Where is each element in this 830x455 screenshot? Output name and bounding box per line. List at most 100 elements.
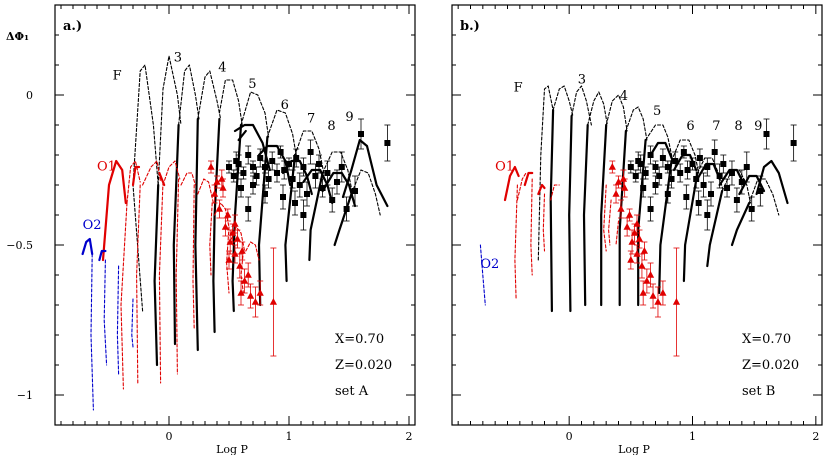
- model-curve-o2: [90, 253, 94, 411]
- mode-label-o1: O1: [495, 160, 514, 175]
- model-curve-f: [350, 169, 381, 216]
- data-point-triangle: [646, 271, 655, 278]
- x-tick-label: 1: [286, 430, 293, 443]
- model-curve-f: [341, 138, 389, 208]
- data-point-square: [632, 173, 639, 179]
- model-curve-o1: [197, 178, 214, 204]
- model-curve-o2: [81, 237, 94, 256]
- model-curve-o2: [103, 259, 108, 366]
- mode-label-o1: O1: [97, 160, 116, 175]
- data-point-square: [711, 149, 718, 155]
- y-tick-label: 0: [26, 89, 33, 102]
- data-point-square: [684, 167, 691, 173]
- model-curve-o1: [615, 220, 620, 246]
- model-curve-o1: [192, 184, 195, 330]
- data-point-square: [677, 170, 684, 176]
- data-point-square: [757, 188, 764, 194]
- data-point-square: [683, 194, 690, 200]
- model-curve-f: [625, 106, 648, 141]
- model-curve-f: [240, 91, 270, 138]
- panel-2: 0 1 2 Log P b.) X=0.70 Z=0.020 set B F O1 O2 3 4 5 6 7 8…: [451, 4, 823, 455]
- model-curve-o1: [603, 184, 607, 252]
- data-point-square: [338, 164, 345, 170]
- model-curve-f: [605, 94, 628, 132]
- data-point-square: [292, 200, 298, 206]
- model-curve-o1: [131, 165, 141, 187]
- plot-area: [81, 55, 391, 411]
- model-curve-f: [153, 183, 160, 367]
- panel-label: b.): [460, 19, 480, 34]
- data-point-square: [343, 206, 350, 212]
- x-tick-label: 0: [166, 430, 173, 443]
- data-point-square: [300, 164, 307, 170]
- model-curve-o1: [120, 202, 128, 390]
- model-curve-o1: [537, 183, 546, 196]
- data-point-triangle: [635, 235, 644, 242]
- data-point-square: [245, 152, 252, 158]
- info-line: set B: [742, 384, 775, 399]
- data-point-square: [281, 167, 288, 173]
- data-point-square: [334, 179, 340, 185]
- data-point-triangle: [672, 298, 681, 305]
- data-point-square: [312, 173, 319, 179]
- model-curve-f: [302, 168, 334, 205]
- model-curve-f: [670, 139, 700, 174]
- data-point-triangle: [627, 256, 635, 263]
- model-curve-f: [682, 171, 699, 283]
- model-curve-f: [600, 123, 608, 307]
- model-curve-f: [571, 85, 592, 126]
- model-curve-f: [231, 123, 243, 313]
- data-point-triangle: [269, 298, 277, 305]
- data-point-square: [790, 140, 797, 146]
- model-curve-f: [568, 114, 573, 313]
- data-point-triangle: [247, 292, 255, 299]
- data-point-triangle: [638, 262, 646, 269]
- data-point-triangle: [229, 229, 237, 236]
- data-point-square: [708, 191, 714, 197]
- order-label: 9: [345, 110, 353, 125]
- model-curve-f: [294, 130, 325, 174]
- order-label: 7: [712, 119, 720, 134]
- model-curve-o1: [542, 193, 546, 252]
- data-point-triangle: [237, 289, 245, 296]
- model-curve-o1: [245, 241, 260, 261]
- data-point-triangle: [626, 211, 634, 218]
- panel-label: a.): [63, 19, 82, 34]
- x-tick-label: 0: [566, 430, 573, 443]
- data-point-triangle: [623, 223, 631, 230]
- order-label: 8: [327, 119, 335, 134]
- mode-label-o2: O2: [83, 218, 102, 233]
- data-point-square: [689, 161, 696, 167]
- data-point-square: [352, 188, 358, 194]
- data-point-triangle: [236, 262, 244, 269]
- order-label: 8: [734, 119, 742, 134]
- data-point-triangle: [654, 298, 662, 305]
- order-label: 3: [174, 51, 182, 66]
- order-label: 5: [248, 77, 256, 92]
- model-curve-f: [157, 55, 182, 186]
- data-point-square: [250, 182, 256, 188]
- data-point-square: [659, 155, 666, 161]
- data-point-square: [704, 164, 711, 170]
- model-curve-o1: [530, 178, 533, 276]
- order-label: 3: [578, 73, 586, 88]
- data-point-square: [304, 191, 310, 197]
- model-curve-o2: [116, 265, 120, 375]
- data-point-square: [640, 185, 647, 191]
- model-curve-f: [649, 141, 674, 163]
- model-curve-f: [172, 123, 180, 346]
- order-label: 6: [281, 98, 289, 113]
- data-point-square: [384, 140, 391, 146]
- data-point-square: [738, 179, 745, 185]
- data-point-square: [696, 155, 703, 161]
- y-tick-label: −1: [17, 389, 33, 402]
- model-curve-f: [233, 123, 271, 172]
- data-point-triangle: [241, 277, 249, 284]
- x-tick-label: 2: [812, 430, 819, 443]
- data-point-triangle: [251, 298, 259, 305]
- model-curve-f: [748, 178, 780, 216]
- data-point-square: [240, 170, 247, 176]
- x-tick-label: 2: [406, 430, 413, 443]
- data-point-triangle: [649, 292, 657, 299]
